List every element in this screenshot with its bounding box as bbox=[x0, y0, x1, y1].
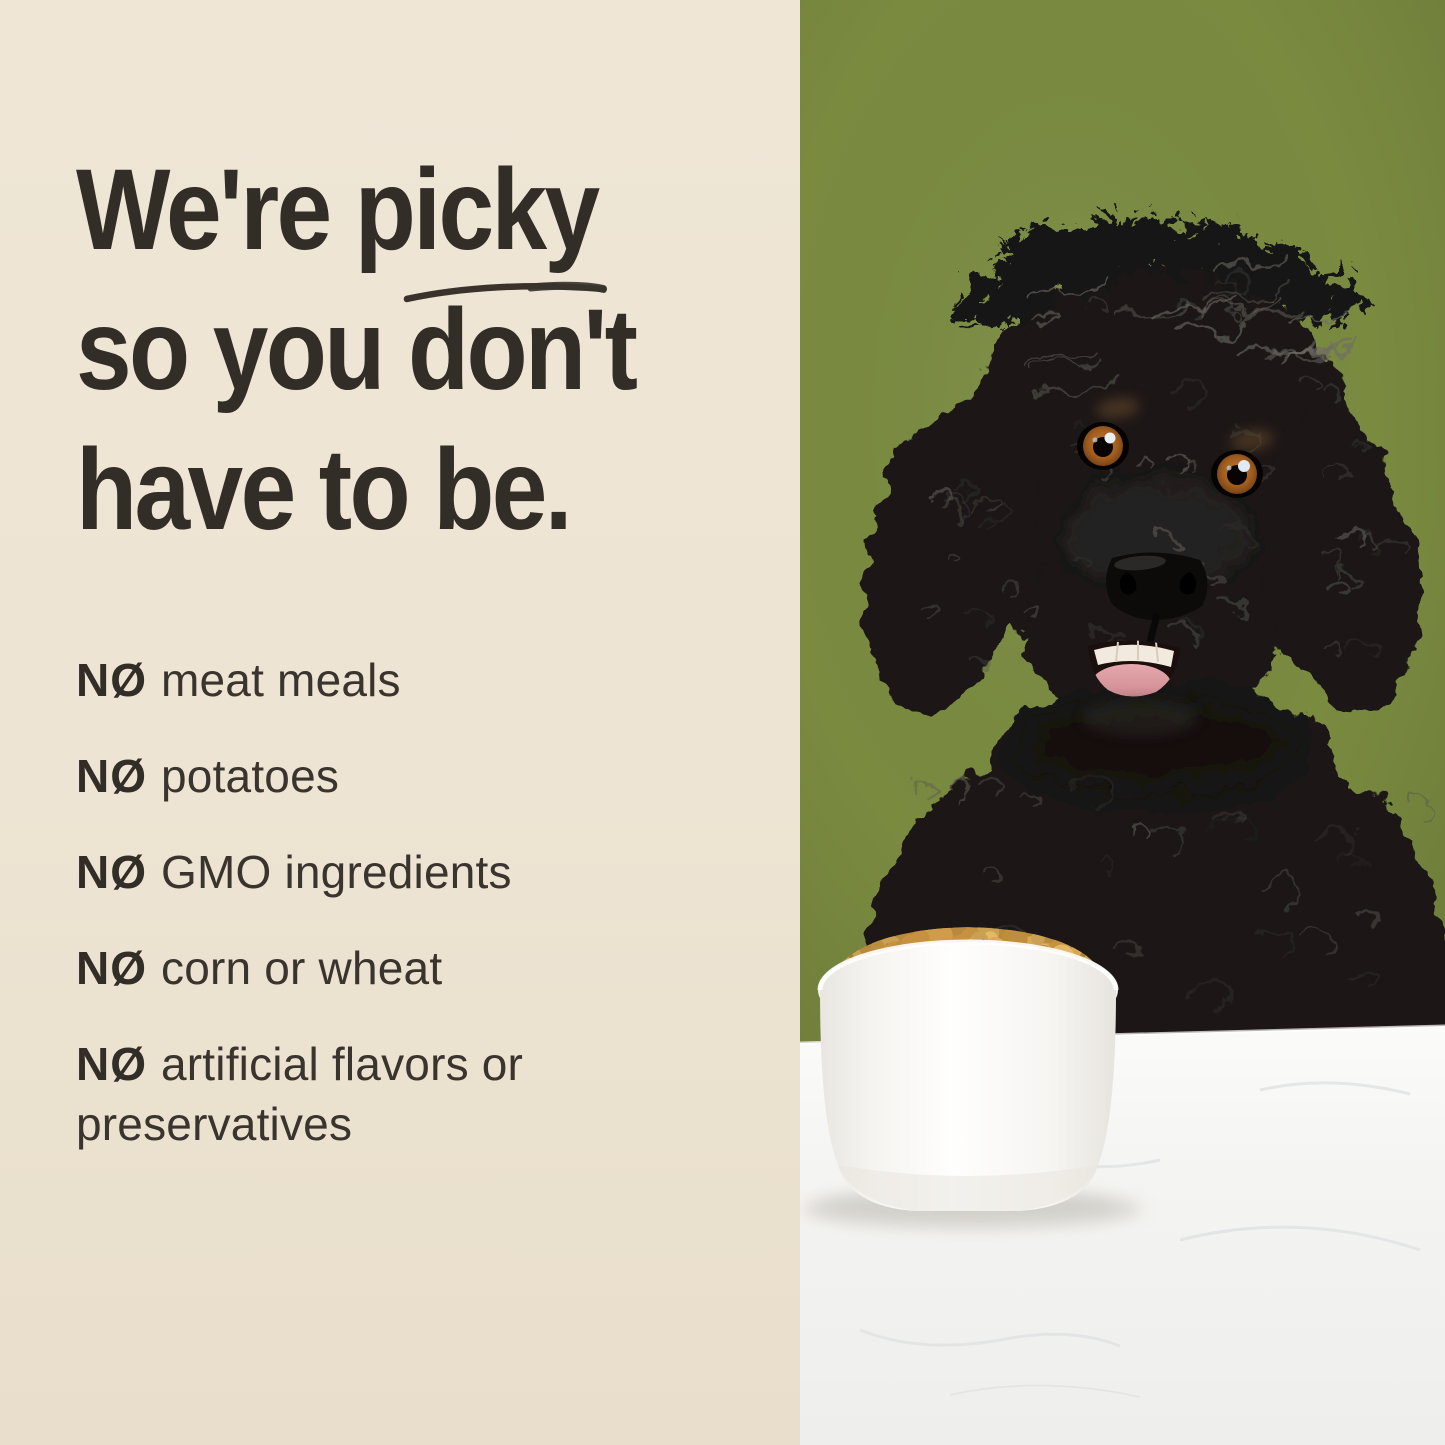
no-claims-list: NØ meat meals NØ potatoes NØ GMO ingredient… bbox=[76, 650, 676, 1190]
no-symbol: NØ bbox=[76, 1038, 147, 1090]
dog-eye-right bbox=[1211, 450, 1263, 498]
headline-line-1: We're picky bbox=[76, 140, 635, 303]
no-symbol: NØ bbox=[76, 942, 147, 994]
food-bowl bbox=[802, 927, 1142, 1229]
teeth bbox=[1094, 644, 1174, 667]
headline-line-3: have to be. bbox=[76, 426, 573, 554]
list-item-text: potatoes bbox=[161, 750, 340, 802]
dog-nose bbox=[1106, 552, 1208, 643]
headline-underlined-word: picky bbox=[354, 140, 608, 303]
list-item-corn-wheat: NØ corn or wheat bbox=[76, 938, 676, 998]
dog-face bbox=[1077, 397, 1274, 736]
no-symbol: NØ bbox=[76, 750, 147, 802]
no-symbol: NØ bbox=[76, 654, 147, 706]
list-item-gmo: NØ GMO ingredients bbox=[76, 842, 676, 902]
dog-eye-left bbox=[1077, 422, 1129, 470]
list-item-text: meat meals bbox=[161, 654, 401, 706]
photo-panel bbox=[800, 0, 1445, 1445]
headline-line-2: so you don't bbox=[76, 286, 638, 414]
no-symbol: NØ bbox=[76, 846, 147, 898]
headline-line1-prefix: We're bbox=[76, 146, 355, 274]
list-item-artificial: NØ artificial flavors or preservatives bbox=[76, 1034, 676, 1154]
headline: We're picky so you don't have to be. bbox=[76, 140, 719, 560]
brow-patch-right bbox=[1230, 429, 1274, 451]
brush-underline bbox=[403, 281, 608, 303]
text-panel: We're picky so you don't have to be. NØ m… bbox=[0, 0, 800, 1445]
list-item-text: corn or wheat bbox=[161, 942, 443, 994]
headline-word-picky: picky bbox=[354, 146, 600, 274]
brow-patch-left bbox=[1096, 397, 1140, 419]
list-item-meat-meals: NØ meat meals bbox=[76, 650, 676, 710]
list-item-text: GMO ingredients bbox=[161, 846, 512, 898]
bowl-front bbox=[820, 942, 1116, 1211]
list-item-potatoes: NØ potatoes bbox=[76, 746, 676, 806]
list-item-text: artificial flavors or preservatives bbox=[76, 1038, 524, 1150]
dog-photo bbox=[800, 0, 1445, 1445]
